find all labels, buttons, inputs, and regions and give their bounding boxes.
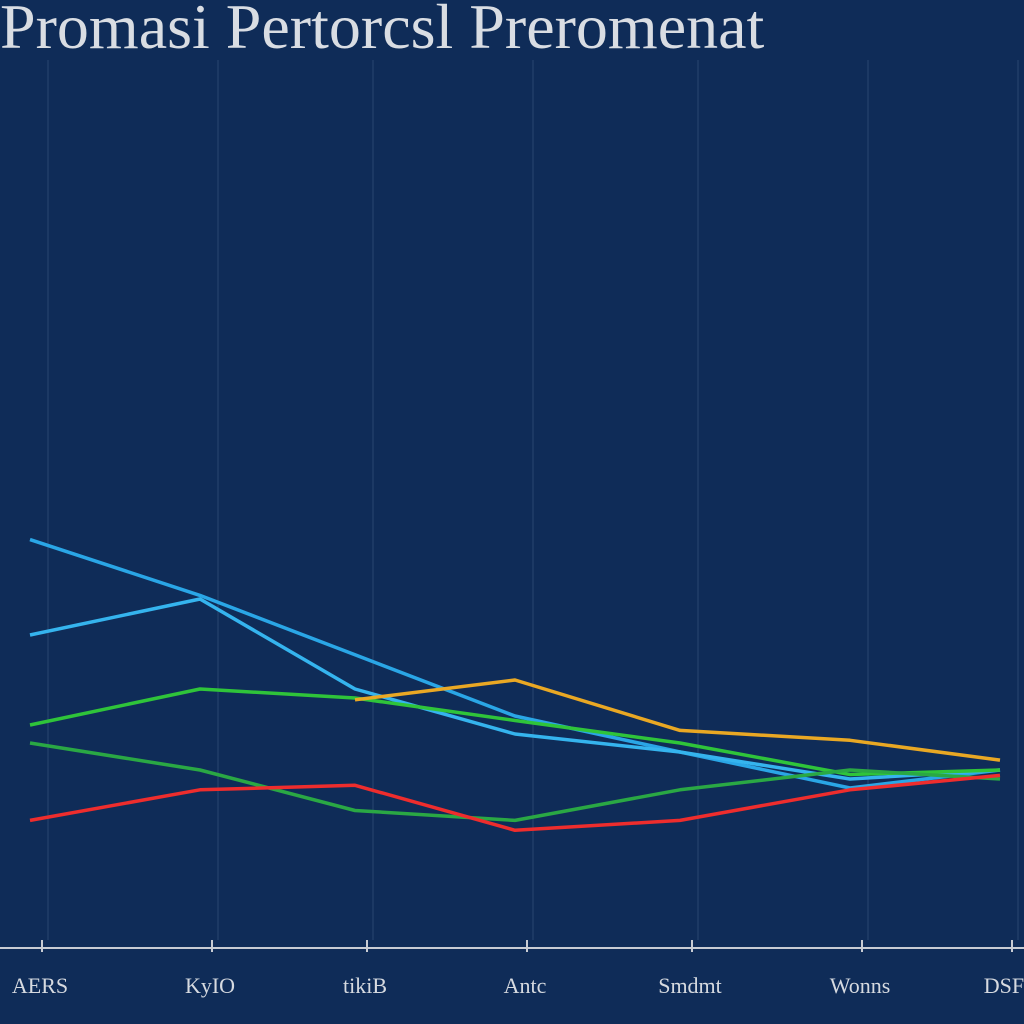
x-tick-label: Antc — [504, 973, 547, 998]
series-line — [29, 597, 1001, 781]
x-tick-label: KyIO — [185, 973, 235, 998]
series-line — [29, 741, 1001, 823]
x-tick-label: DSFS — [984, 973, 1024, 998]
x-tick-label: tikiB — [343, 973, 387, 998]
x-tick-label: Wonns — [830, 973, 891, 998]
series-line — [29, 687, 1001, 777]
x-tick-label: Smdmt — [658, 973, 722, 998]
x-tick-label: AERS — [12, 973, 68, 998]
series-line — [29, 537, 1001, 790]
chart-title: Promasi Pertorcsl Preromenat — [0, 0, 765, 62]
series-line — [354, 678, 1001, 762]
series-line — [29, 773, 1001, 833]
